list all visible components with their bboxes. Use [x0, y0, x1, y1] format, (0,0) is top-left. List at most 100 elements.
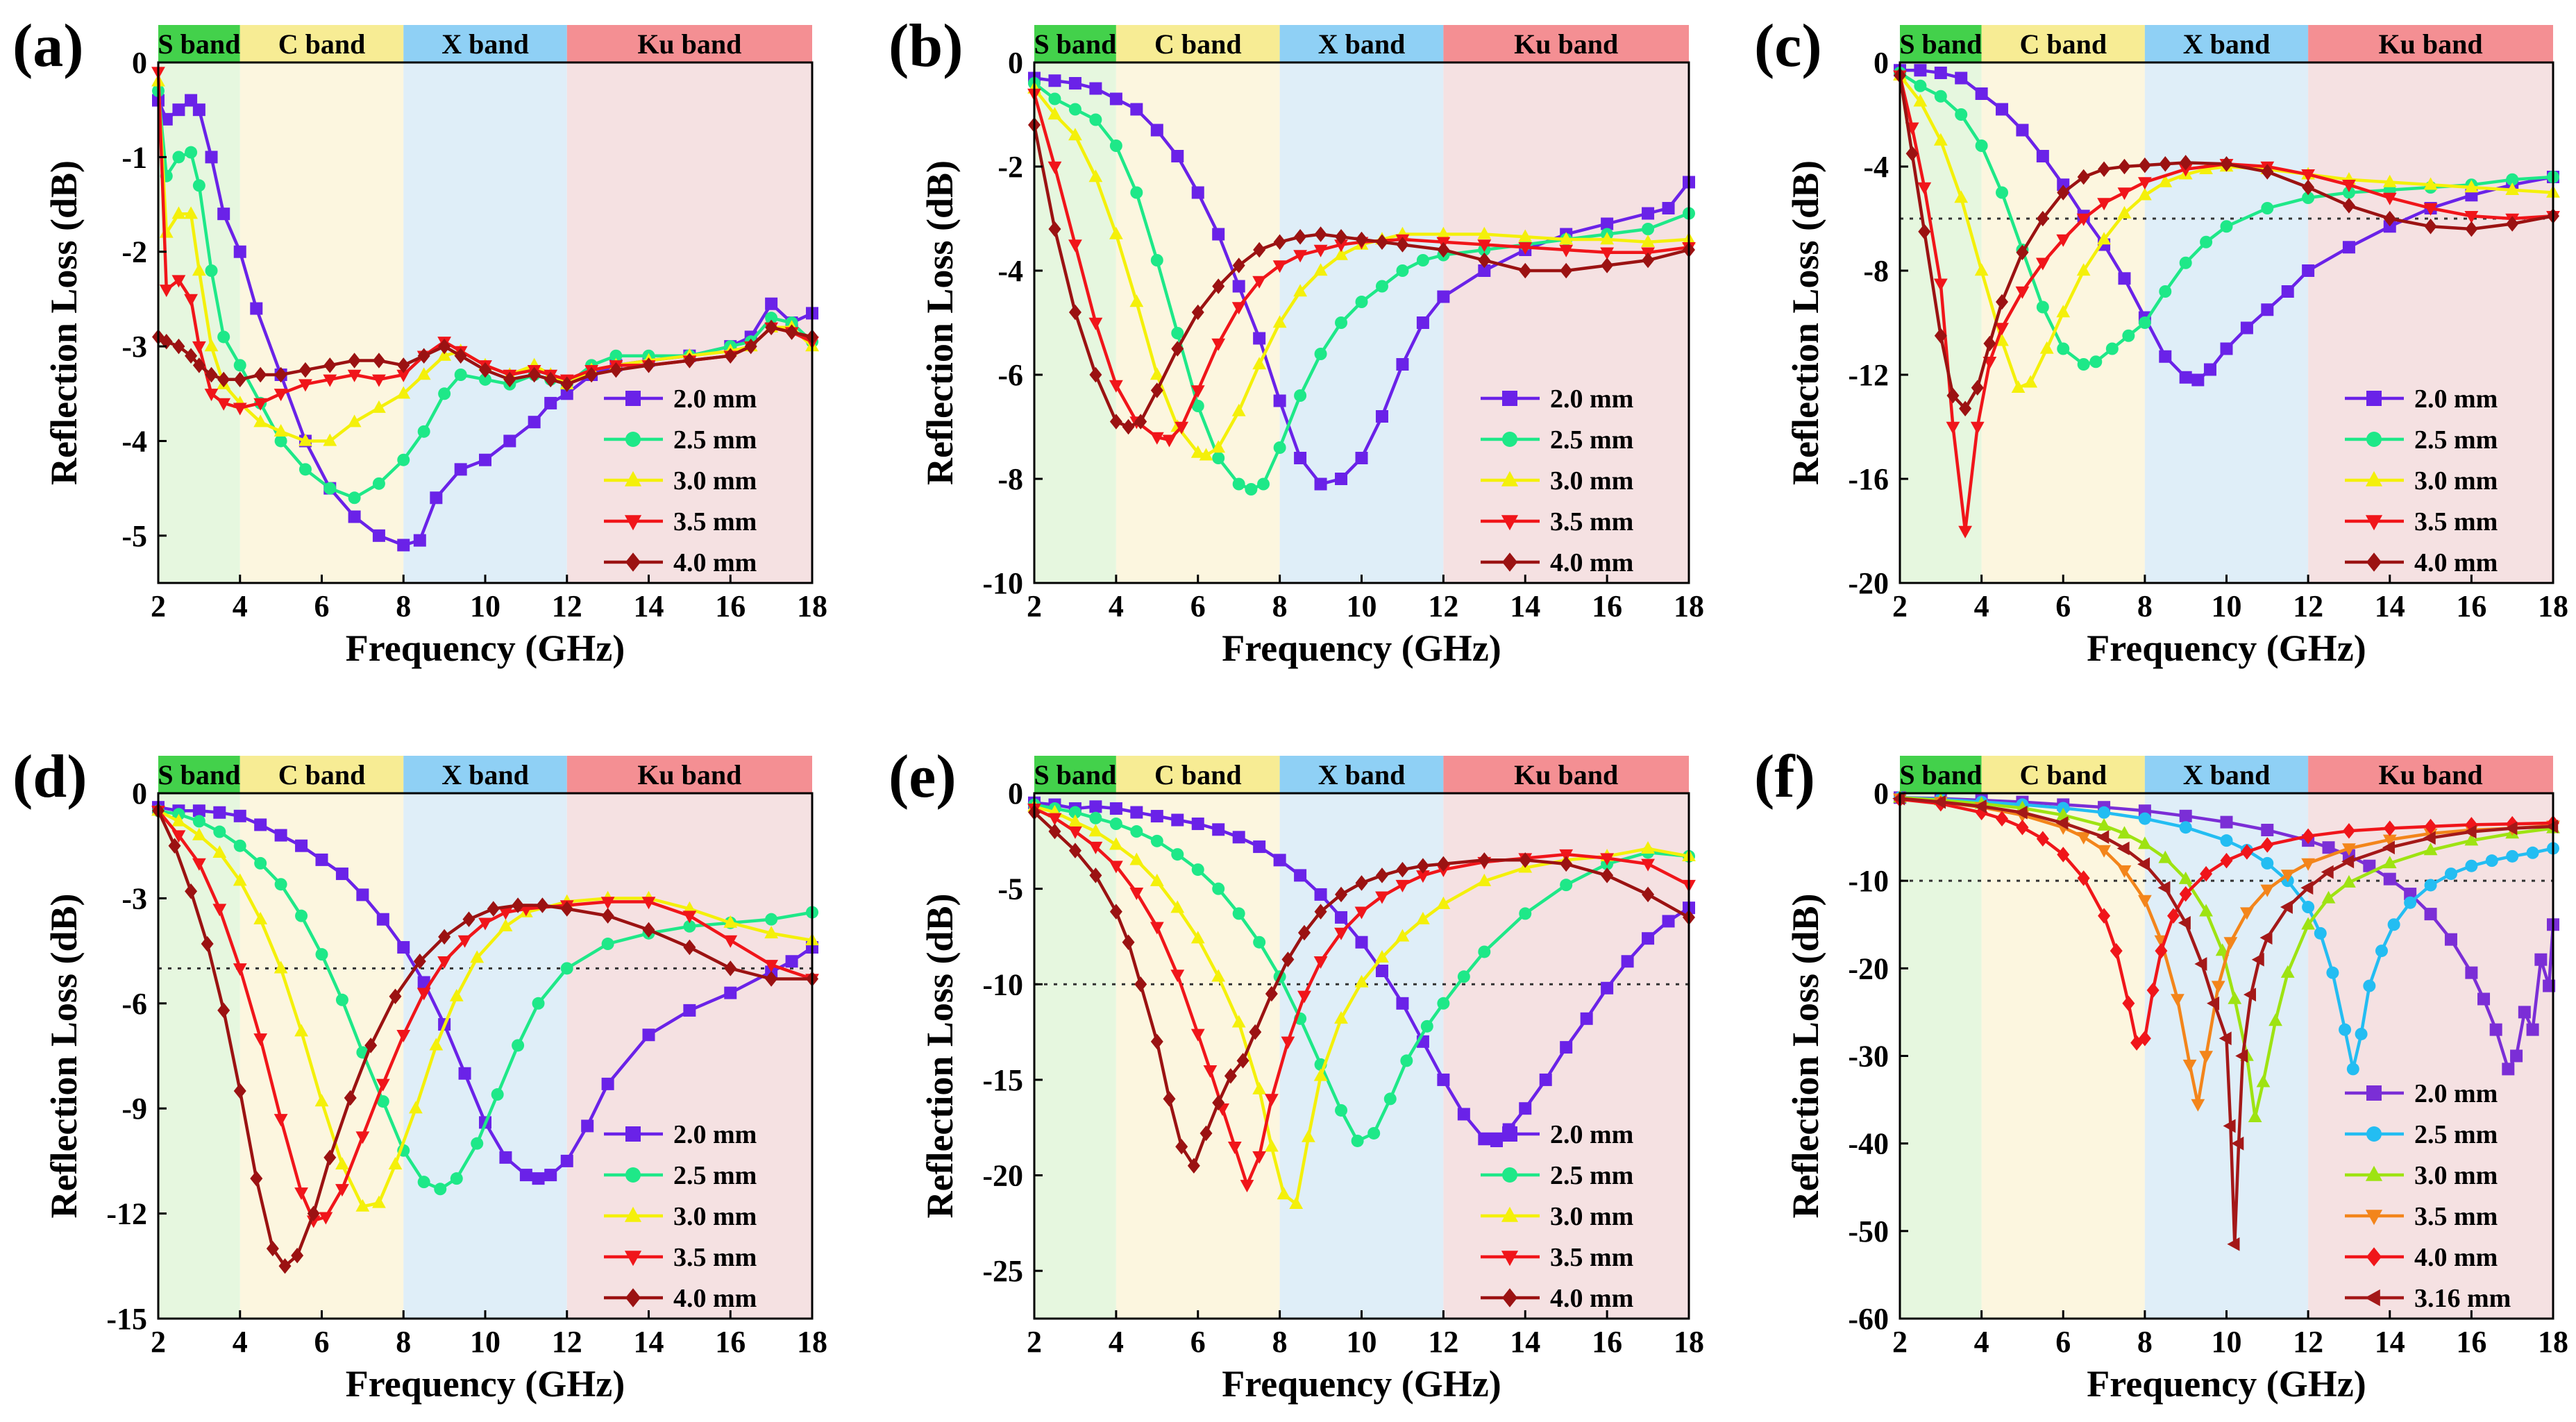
band-background	[403, 62, 567, 583]
data-point	[298, 379, 312, 392]
data-point	[2179, 371, 2192, 384]
data-point	[364, 1038, 378, 1053]
data-point	[1351, 1134, 1364, 1147]
data-point	[1375, 280, 1388, 293]
data-point	[185, 883, 198, 899]
data-point	[372, 1195, 386, 1208]
data-point	[372, 477, 385, 490]
data-point	[479, 453, 491, 466]
x-tick-label: 14	[1510, 589, 1540, 623]
data-point	[2039, 341, 2054, 354]
x-tick-label: 16	[1592, 1325, 1622, 1359]
band-label: C band	[2019, 28, 2107, 60]
y-tick-label: -10	[982, 967, 1023, 1001]
data-point	[458, 1067, 471, 1080]
legend-label: 2.0 mm	[2414, 1079, 2498, 1108]
data-point	[348, 510, 361, 523]
y-tick-label: -8	[1863, 254, 1889, 288]
data-point	[1934, 328, 1947, 344]
data-point	[1641, 841, 1655, 854]
x-tick-label: 16	[2456, 589, 2486, 623]
data-point	[1918, 223, 1931, 239]
data-point	[744, 338, 757, 355]
data-point	[323, 482, 337, 495]
data-point	[2404, 896, 2417, 909]
data-point	[2158, 174, 2173, 187]
data-point	[491, 1088, 504, 1101]
panel-label: (a)	[12, 12, 84, 80]
x-tick-label: 6	[314, 589, 330, 623]
data-point	[2016, 244, 2029, 260]
data-point	[171, 275, 186, 288]
data-point	[266, 1240, 279, 1257]
legend-label: 2.5 mm	[1550, 425, 1633, 455]
data-point	[2171, 994, 2184, 1007]
data-point	[2138, 1031, 2151, 1047]
band-label: X band	[441, 759, 529, 790]
y-axis-label: Reflection Loss (dB)	[43, 160, 85, 485]
y-axis-label: Reflection Loss (dB)	[919, 160, 961, 485]
data-point	[212, 904, 227, 917]
data-point	[1641, 234, 1655, 247]
data-point	[417, 348, 430, 364]
data-point	[642, 1029, 655, 1042]
band-background	[1116, 793, 1280, 1319]
x-axis-label: Frequency (GHz)	[346, 1363, 625, 1405]
legend-marker	[1502, 552, 1517, 572]
data-point	[1191, 818, 1204, 831]
data-point	[1642, 207, 1655, 220]
data-point	[356, 888, 369, 902]
data-point	[1129, 294, 1144, 307]
band-header	[1900, 25, 1982, 62]
band-header	[403, 25, 567, 62]
legend-label: 3.5 mm	[1550, 507, 1633, 536]
data-point	[1580, 1012, 1593, 1025]
band-background	[1034, 62, 1116, 583]
data-point	[396, 1030, 411, 1043]
data-point	[2424, 818, 2437, 835]
data-point	[1559, 232, 1574, 245]
legend-label: 2.5 mm	[1550, 1161, 1633, 1190]
data-point	[1400, 1054, 1413, 1067]
data-point	[1354, 906, 1369, 920]
data-point	[2179, 821, 2192, 834]
y-tick-label: -15	[106, 1302, 147, 1336]
data-point	[1150, 810, 1163, 823]
data-point	[609, 349, 623, 362]
y-tick-label: -20	[982, 1159, 1023, 1193]
data-point	[1273, 234, 1286, 250]
data-point	[498, 907, 513, 920]
data-point	[642, 357, 655, 373]
data-point	[2342, 874, 2356, 888]
data-point	[1068, 826, 1082, 839]
y-tick-label: -9	[121, 1092, 147, 1126]
data-point	[2260, 884, 2275, 897]
data-point	[2077, 169, 2090, 185]
data-point	[2301, 169, 2316, 183]
data-point	[1109, 226, 1123, 239]
data-point	[2342, 198, 2355, 214]
data-point	[1395, 929, 1410, 942]
data-point	[601, 938, 614, 951]
data-point	[1396, 237, 1409, 253]
data-point	[1917, 182, 1932, 195]
data-point	[454, 369, 467, 381]
y-tick-label: -2	[997, 150, 1023, 184]
legend-label: 2.0 mm	[2414, 384, 2498, 414]
band-background	[566, 793, 812, 1319]
data-point	[172, 338, 185, 355]
data-point	[201, 936, 214, 952]
legend-marker	[625, 391, 641, 406]
data-point	[1211, 969, 1226, 982]
data-point	[1334, 1011, 1348, 1024]
legend-marker	[2365, 515, 2383, 531]
band-header	[1900, 756, 1982, 793]
data-point	[2382, 192, 2397, 205]
data-point	[1231, 1015, 1246, 1028]
data-point	[2016, 124, 2029, 137]
data-point	[1560, 262, 1573, 279]
data-point	[2261, 202, 2274, 214]
data-point	[437, 348, 452, 361]
x-tick-label: 16	[715, 589, 746, 623]
data-point	[1212, 228, 1225, 241]
